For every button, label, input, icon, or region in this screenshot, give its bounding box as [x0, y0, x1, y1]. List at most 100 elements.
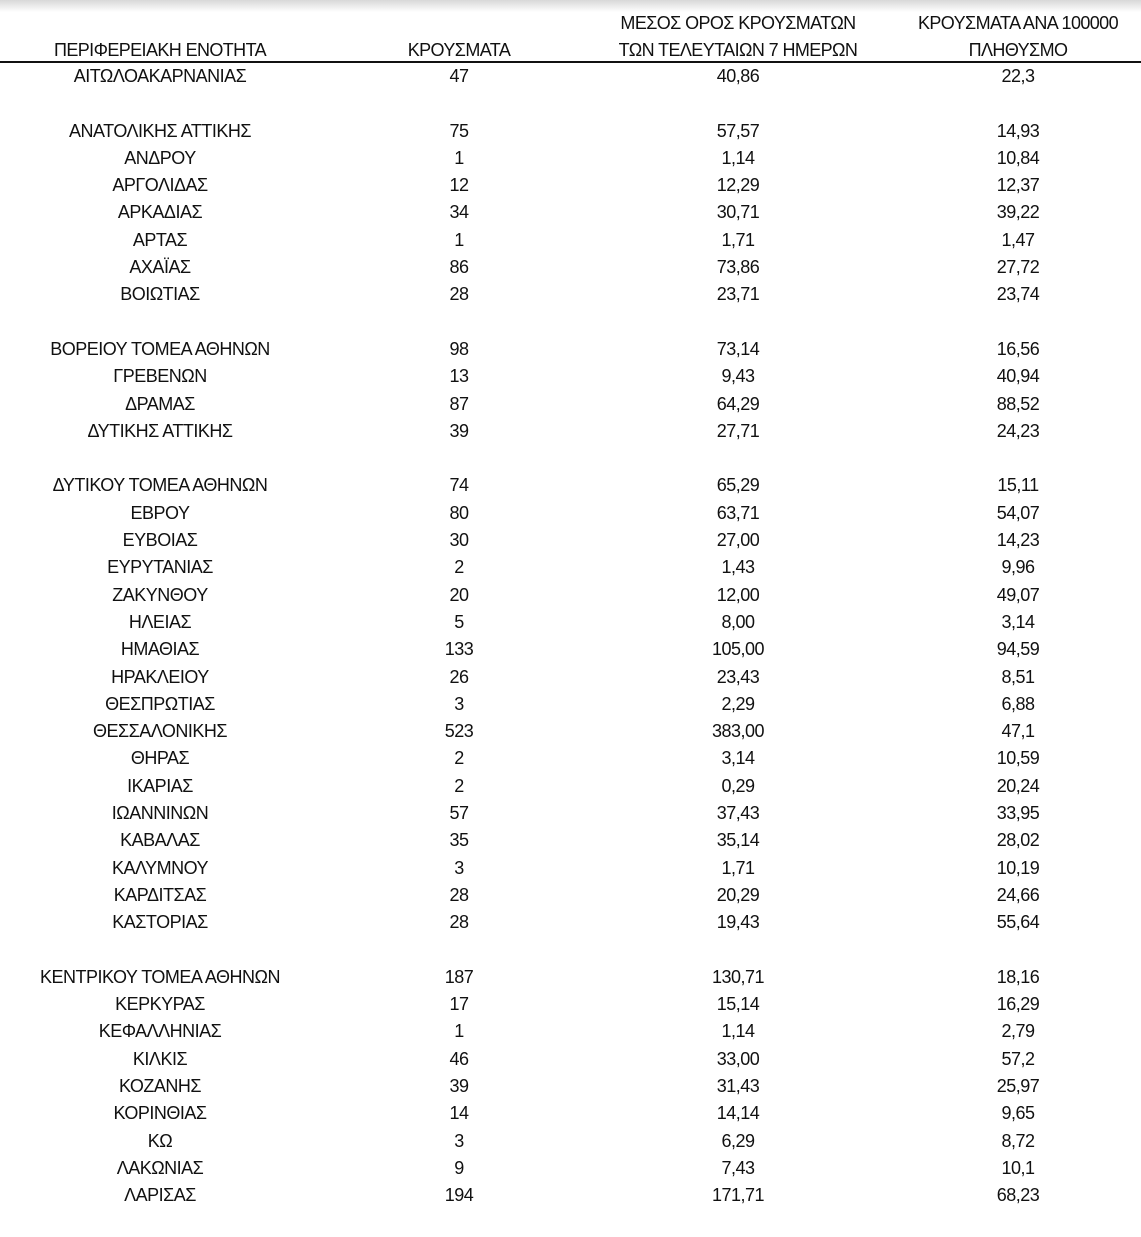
avg-cell: 1,71	[721, 229, 755, 250]
region-cell: ΒΟΙΩΤΙΑΣ	[120, 284, 200, 305]
per100k-cell: 10,59	[996, 748, 1040, 769]
cases-cell: 30	[449, 530, 469, 551]
region-cell: ΚΕΝΤΡΙΚΟΥ ΤΟΜΕΑ ΑΘΗΝΩΝ	[39, 966, 281, 987]
cases-cell: 133	[444, 639, 474, 660]
avg-cell: 3,14	[721, 748, 755, 769]
table-row: ΔΥΤΙΚΟΥ ΤΟΜΕΑ ΑΘΗΝΩΝ 74 65,29 15,11	[0, 472, 1141, 499]
region-cell: ΛΑΚΩΝΙΑΣ	[116, 1157, 204, 1178]
per100k-cell: 20,24	[996, 775, 1040, 796]
region-cell: ΛΑΡΙΣΑΣ	[124, 1185, 196, 1206]
table-row: ΚΑΛΥΜΝΟΥ 3 1,71 10,19	[0, 855, 1141, 882]
avg-cell: 171,71	[711, 1185, 765, 1206]
avg-cell: 30,71	[716, 202, 760, 223]
per100k-cell: 88,52	[996, 393, 1040, 414]
per100k-cell: 57,2	[1001, 1048, 1035, 1069]
table-row: ΑΡΓΟΛΙΔΑΣ 12 12,29 12,37	[0, 172, 1141, 199]
avg-cell: 23,43	[716, 666, 760, 687]
row-group: ΔΥΤΙΚΟΥ ΤΟΜΕΑ ΑΘΗΝΩΝ 74 65,29 15,11 ΕΒΡΟΥ 80 6…	[0, 472, 1141, 936]
avg-cell: 73,86	[716, 257, 760, 278]
avg-cell: 64,29	[716, 393, 760, 414]
region-cell: ΗΜΑΘΙΑΣ	[120, 639, 200, 660]
table-row: ΚΑΣΤΟΡΙΑΣ 28 19,43 55,64	[0, 909, 1141, 936]
avg-cell: 27,71	[716, 420, 760, 441]
avg-cell: 2,29	[721, 693, 755, 714]
cases-cell: 35	[449, 830, 469, 851]
avg-cell: 130,71	[711, 966, 765, 987]
table-row: ΚΕΦΑΛΛΗΝΙΑΣ 1 1,14 2,79	[0, 1018, 1141, 1045]
region-cell: ΗΛΕΙΑΣ	[128, 611, 192, 632]
region-cell: ΙΚΑΡΙΑΣ	[127, 775, 193, 796]
region-cell: ΔΥΤΙΚΗΣ ΑΤΤΙΚΗΣ	[87, 420, 233, 441]
region-cell: ΕΥΒΟΙΑΣ	[122, 530, 198, 551]
avg-cell: 33,00	[716, 1048, 760, 1069]
region-cell: ΚΙΛΚΙΣ	[132, 1048, 188, 1069]
per100k-cell: 2,79	[1001, 1021, 1035, 1042]
region-cell: ΔΡΑΜΑΣ	[125, 393, 195, 414]
cases-cell: 3	[454, 857, 464, 878]
region-cell: ΖΑΚΥΝΘΟΥ	[112, 584, 208, 605]
avg-cell: 40,86	[716, 66, 760, 86]
avg-cell: 15,14	[716, 994, 760, 1015]
cases-cell: 74	[449, 475, 469, 496]
per100k-cell: 22,3	[1001, 66, 1035, 86]
avg-cell: 63,71	[716, 502, 760, 523]
cases-cell: 2	[454, 557, 464, 578]
cases-cell: 523	[444, 721, 474, 742]
per100k-cell: 47,1	[1001, 721, 1035, 742]
cases-cell: 75	[449, 120, 469, 141]
table-row: ΗΡΑΚΛΕΙΟΥ 26 23,43 8,51	[0, 664, 1141, 691]
header-region: ΠΕΡΙΦΕΡΕΙΑΚΗ ΕΝΟΤΗΤΑ	[53, 40, 267, 60]
per100k-cell: 9,96	[1001, 557, 1035, 578]
per100k-cell: 25,97	[996, 1075, 1040, 1096]
header-avg-line2: ΤΩΝ ΤΕΛΕΥΤΑΙΩΝ 7 ΗΜΕΡΩΝ	[618, 40, 858, 60]
cases-cell: 9	[454, 1157, 464, 1178]
avg-cell: 14,14	[716, 1103, 760, 1124]
per100k-cell: 39,22	[996, 202, 1040, 223]
avg-cell: 73,14	[716, 338, 760, 359]
header-cases: ΚΡΟΥΣΜΑΤΑ	[407, 40, 511, 60]
per100k-cell: 68,23	[996, 1185, 1040, 1206]
table-row: ΛΑΡΙΣΑΣ 194 171,71 68,23	[0, 1182, 1141, 1209]
per100k-cell: 94,59	[996, 639, 1040, 660]
avg-cell: 8,00	[721, 611, 755, 632]
table-row: ΗΜΑΘΙΑΣ 133 105,00 94,59	[0, 636, 1141, 663]
cases-cell: 17	[449, 994, 469, 1015]
region-cell: ΑΙΤΩΛΟΑΚΑΡΝΑΝΙΑΣ	[73, 66, 247, 86]
table-row: ΚΟΖΑΝΗΣ 39 31,43 25,97	[0, 1073, 1141, 1100]
row-group: ΑΝΑΤΟΛΙΚΗΣ ΑΤΤΙΚΗΣ 75 57,57 14,93 ΑΝΔΡΟΥ 1 1,1…	[0, 118, 1141, 309]
table-row: ΖΑΚΥΝΘΟΥ 20 12,00 49,07	[0, 582, 1141, 609]
table-row: ΕΥΡΥΤΑΝΙΑΣ 2 1,43 9,96	[0, 554, 1141, 581]
avg-cell: 9,43	[721, 366, 755, 387]
per100k-cell: 10,1	[1001, 1157, 1035, 1178]
header-rule	[0, 61, 1141, 63]
region-cell: ΗΡΑΚΛΕΙΟΥ	[111, 666, 209, 687]
cases-cell: 5	[454, 611, 464, 632]
table-row: ΚΑΒΑΛΑΣ 35 35,14 28,02	[0, 827, 1141, 854]
table-row: ΛΑΚΩΝΙΑΣ 9 7,43 10,1	[0, 1155, 1141, 1182]
region-cell: ΚΩ	[147, 1130, 173, 1151]
per100k-cell: 49,07	[996, 584, 1040, 605]
table-row: ΑΝΔΡΟΥ 1 1,14 10,84	[0, 145, 1141, 172]
avg-cell: 383,00	[711, 721, 765, 742]
per100k-cell: 8,51	[1001, 666, 1035, 687]
region-cell: ΚΕΦΑΛΛΗΝΙΑΣ	[98, 1021, 222, 1042]
table-row: ΔΡΑΜΑΣ 87 64,29 88,52	[0, 391, 1141, 418]
region-cell: ΚΕΡΚΥΡΑΣ	[115, 994, 205, 1015]
cases-cell: 34	[449, 202, 469, 223]
region-cell: ΘΕΣΣΑΛΟΝΙΚΗΣ	[92, 721, 228, 742]
cases-cell: 2	[454, 775, 464, 796]
region-cell: ΚΟΡΙΝΘΙΑΣ	[113, 1103, 207, 1124]
cases-cell: 187	[444, 966, 474, 987]
region-cell: ΚΑΛΥΜΝΟΥ	[111, 857, 209, 878]
region-cell: ΒΟΡΕΙΟΥ ΤΟΜΕΑ ΑΘΗΝΩΝ	[50, 338, 270, 359]
avg-cell: 1,43	[721, 557, 755, 578]
per100k-cell: 16,56	[996, 338, 1040, 359]
table-row: ΙΩΑΝΝΙΝΩΝ 57 37,43 33,95	[0, 800, 1141, 827]
region-cell: ΑΡΤΑΣ	[132, 229, 188, 250]
avg-cell: 0,29	[721, 775, 755, 796]
per100k-cell: 54,07	[996, 502, 1040, 523]
per100k-cell: 14,93	[996, 120, 1040, 141]
avg-cell: 57,57	[716, 120, 760, 141]
avg-cell: 65,29	[716, 475, 760, 496]
region-cell: ΑΝΑΤΟΛΙΚΗΣ ΑΤΤΙΚΗΣ	[69, 120, 251, 141]
